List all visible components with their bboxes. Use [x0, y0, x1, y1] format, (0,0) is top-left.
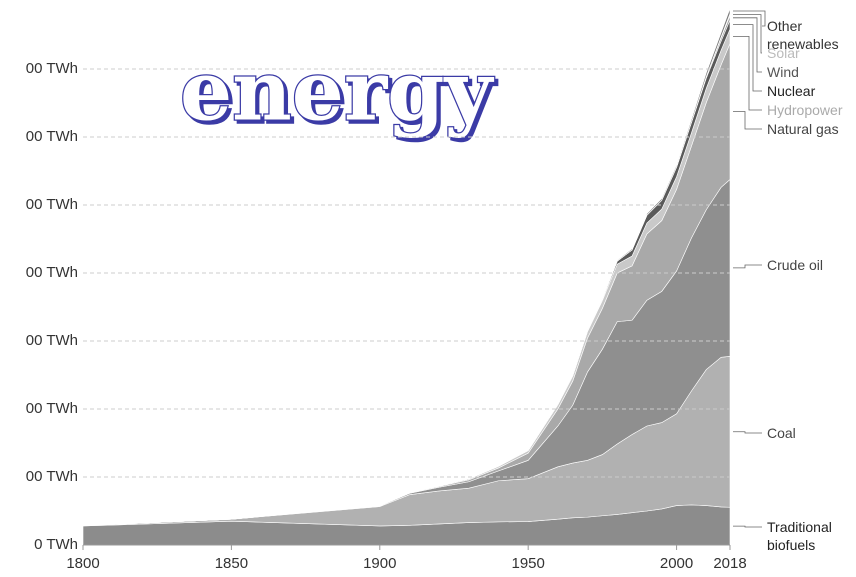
areas [82, 8, 731, 546]
legend-leader [733, 10, 766, 27]
legend-label: Other renewables [767, 18, 839, 52]
legend-leader [733, 264, 762, 269]
legend-leader [733, 35, 762, 111]
y-tick-label: 00 TWh [26, 60, 78, 77]
chart-title: energy [180, 43, 494, 139]
x-tick-label: 1950 [511, 555, 544, 572]
legend-leader [733, 525, 762, 528]
legend-label: Nuclear [767, 83, 816, 99]
legend-leader [733, 17, 762, 73]
legend-leader [733, 24, 762, 92]
legend-leader [733, 431, 762, 434]
legend-label: Crude oil [767, 257, 824, 273]
legend-label: Wind [767, 64, 799, 80]
y-tick-label: 00 TWh [26, 196, 78, 213]
y-tick-label: 00 TWh [26, 400, 78, 417]
y-tick-label: 00 TWh [26, 468, 78, 485]
legend-label: Solar [767, 45, 800, 61]
legend-label: Coal [767, 425, 796, 441]
legend-label: Traditional biofuels [767, 519, 832, 553]
x-tick-label: 2000 [660, 555, 693, 572]
legend-label: Hydropower [767, 102, 843, 118]
y-tick-label: 0 TWh [34, 536, 78, 553]
x-tick-label: 2018 [713, 555, 746, 572]
y-tick-label: 00 TWh [26, 128, 78, 145]
y-tick-label: 00 TWh [26, 264, 78, 281]
x-tick-label: 1850 [215, 555, 248, 572]
legend-label: Natural gas [767, 121, 839, 137]
legend-leader [733, 111, 762, 130]
area [82, 8, 731, 526]
legend-leader [733, 14, 762, 54]
x-tick-label: 1800 [66, 555, 99, 572]
y-tick-label: 00 TWh [26, 332, 78, 349]
x-tick-label: 1900 [363, 555, 396, 572]
